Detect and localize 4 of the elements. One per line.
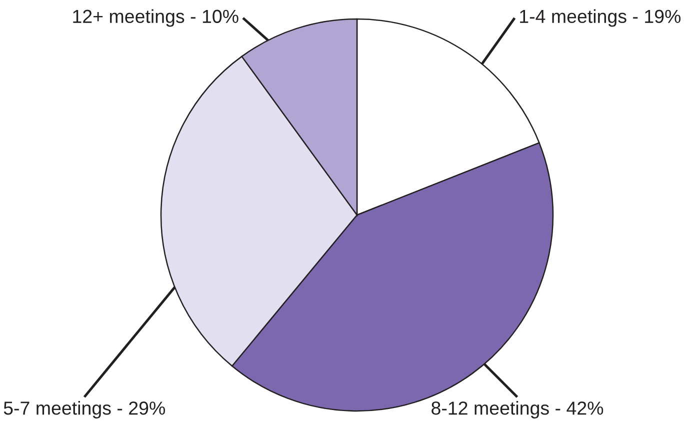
slice-label: 8-12 meetings - 42% xyxy=(432,401,604,418)
slice-label: 1-4 meetings - 19% xyxy=(520,9,681,27)
slice-label: 12+ meetings - 10% xyxy=(73,9,238,27)
slice-label: 5-7 meetings - 29% xyxy=(4,401,166,418)
